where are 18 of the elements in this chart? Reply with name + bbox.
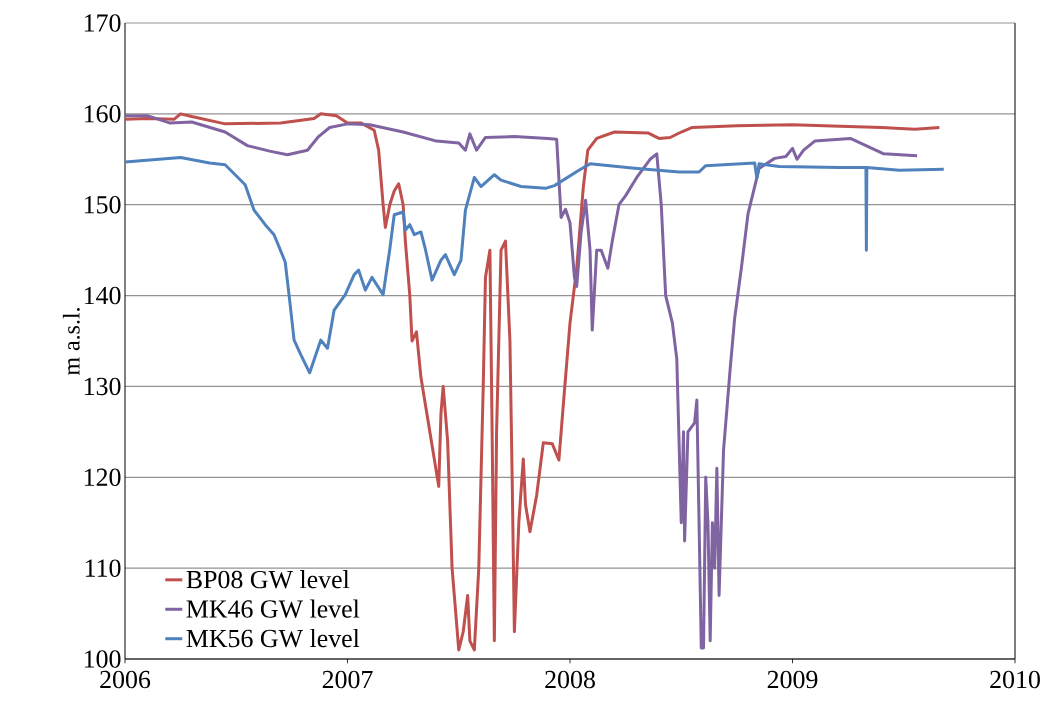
legend-label: MK56 GW level: [186, 629, 360, 648]
y-tick-label: 160: [84, 105, 121, 123]
y-tick-label: 150: [84, 195, 121, 214]
x-tick-label: 2006: [100, 670, 151, 689]
x-tick-label: 2007: [322, 670, 373, 689]
y-tick-label: 110: [85, 559, 121, 577]
x-tick-label: 2009: [767, 670, 818, 689]
y-tick-label: 130: [84, 377, 121, 396]
x-tick-label: 2010: [990, 670, 1040, 689]
y-tick-label: 100: [84, 650, 121, 668]
y-tick-label: 170: [84, 14, 121, 32]
y-axis-title: m a.s.l.: [62, 308, 80, 376]
y-tick-label: 120: [84, 468, 121, 487]
legend-label: BP08 GW level: [186, 570, 350, 589]
line-series: [125, 155, 946, 375]
legend-label: MK46 GW level: [186, 599, 360, 618]
x-tick-label: 2008: [545, 670, 595, 689]
y-tick-label: 140: [84, 286, 121, 305]
